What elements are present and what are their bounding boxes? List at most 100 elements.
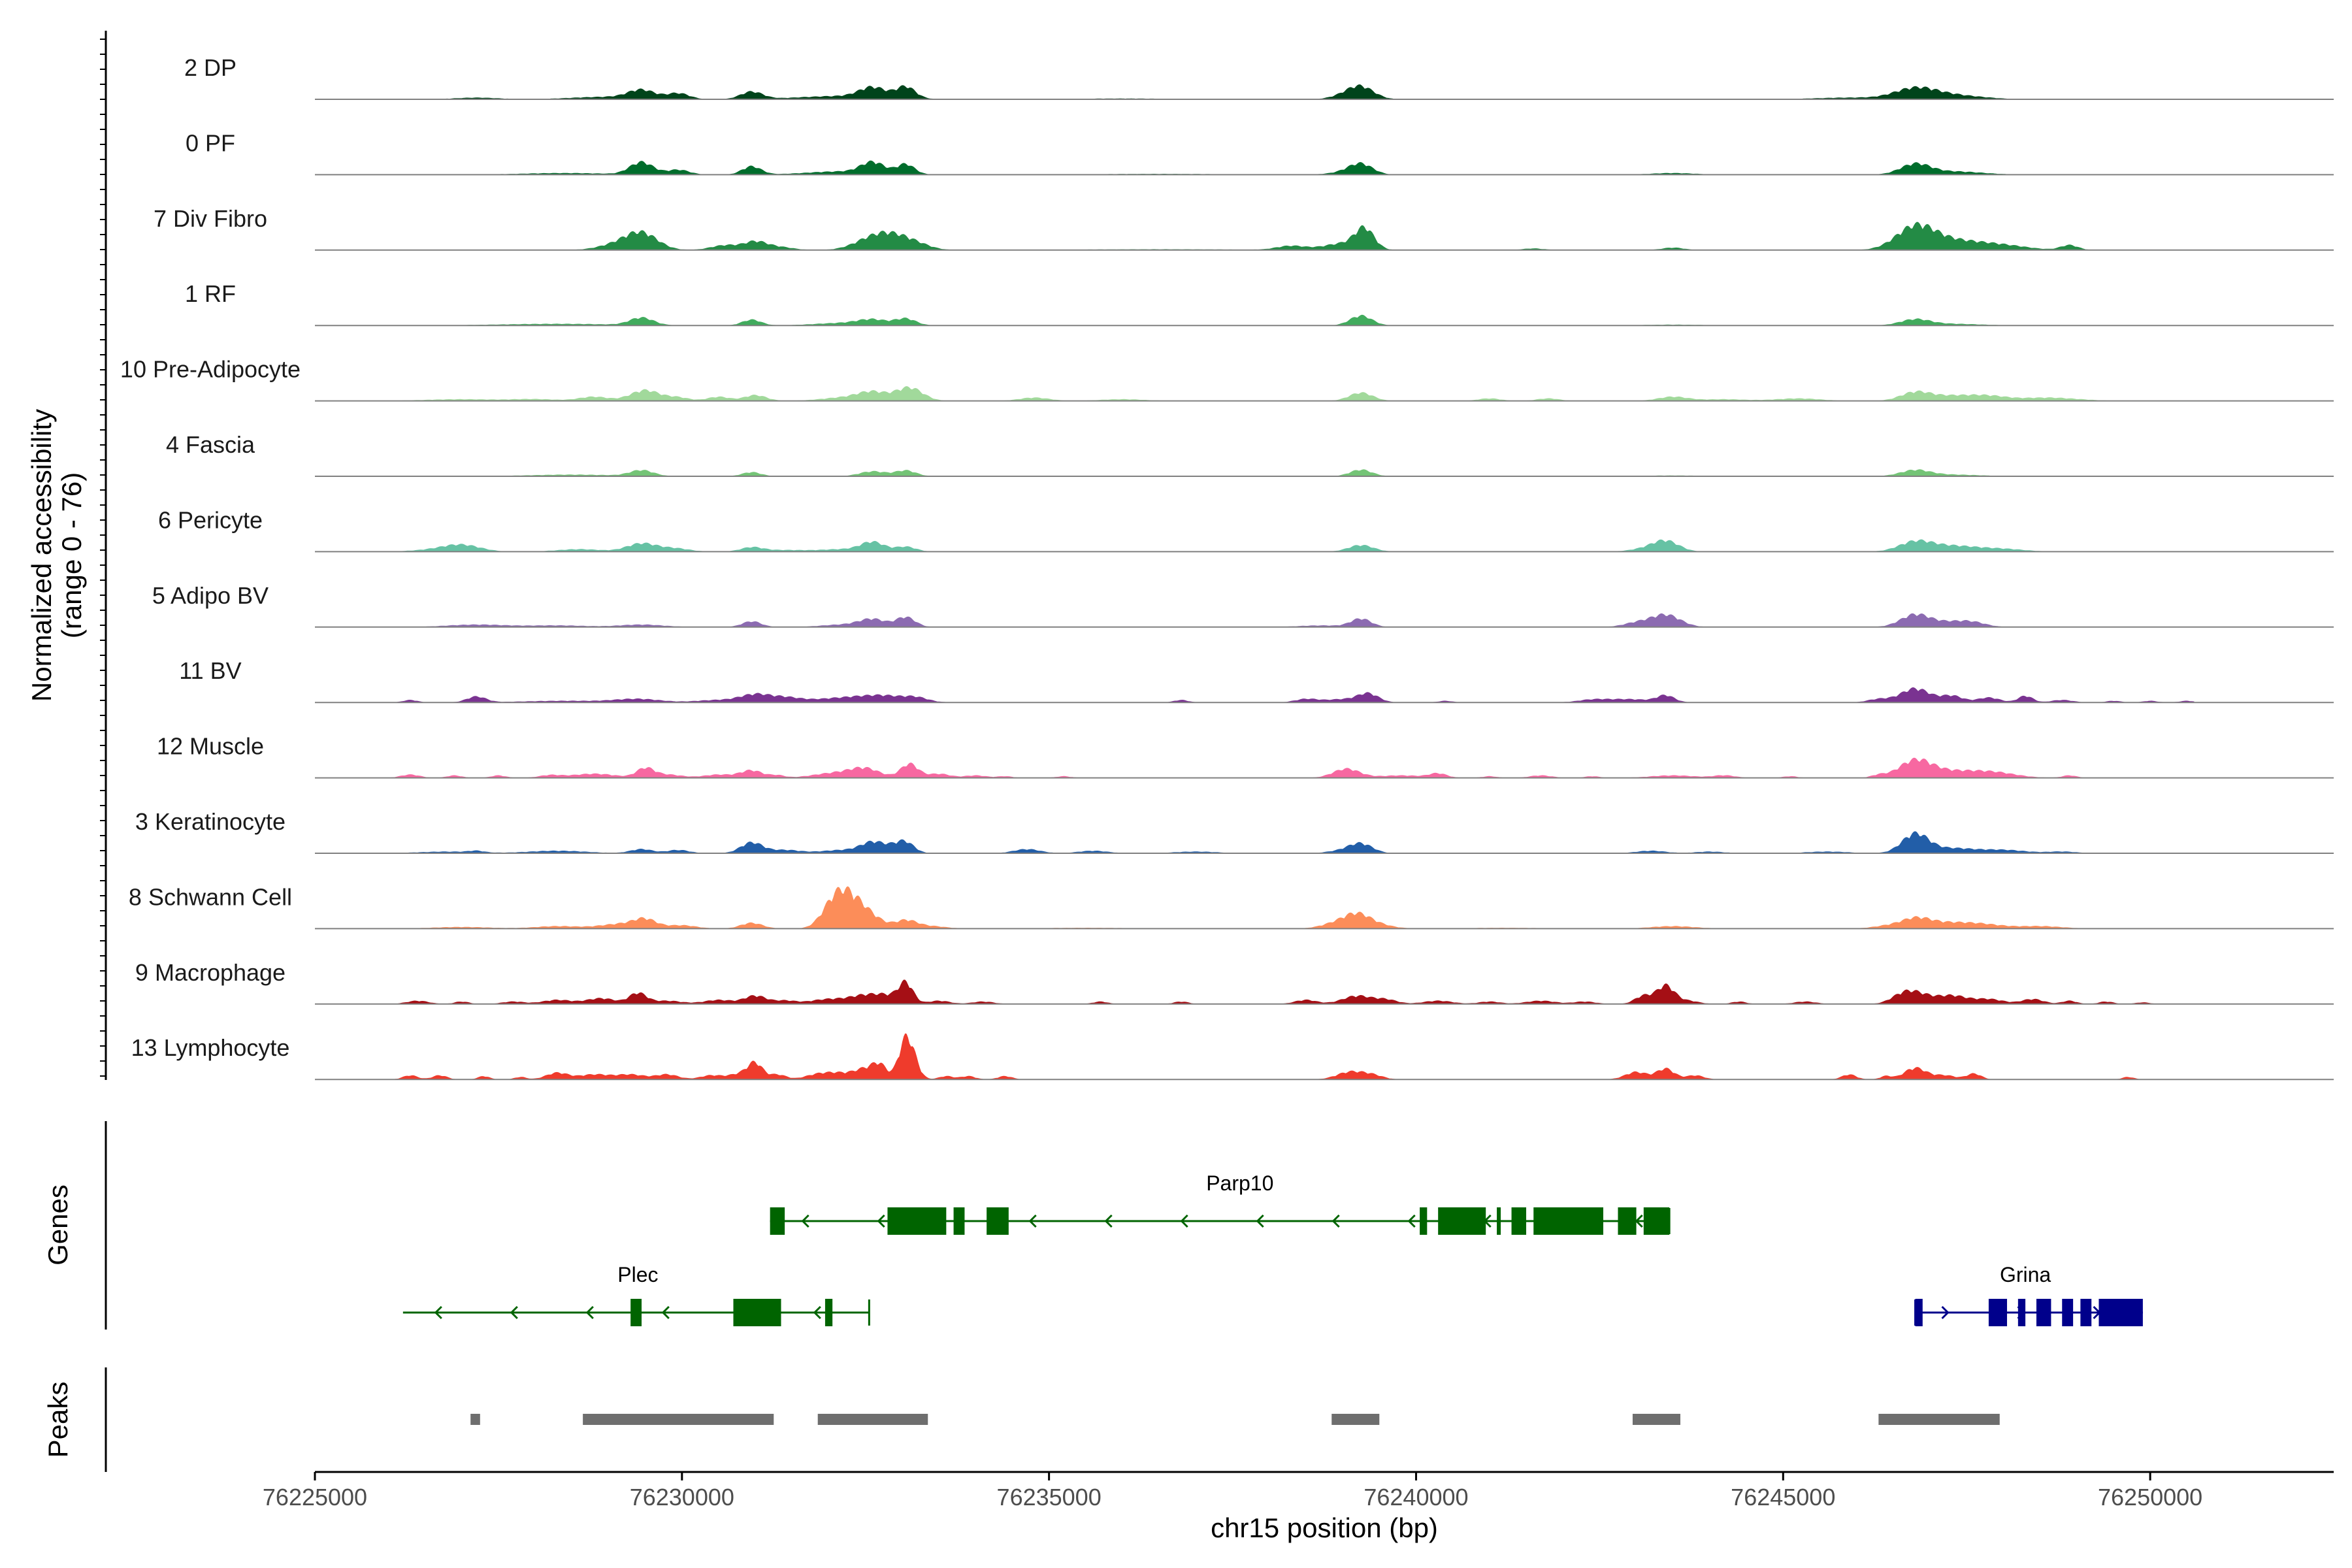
track-signal-area	[373, 386, 2195, 401]
x-tick-label: 76225000	[263, 1484, 367, 1511]
track-label: 10 Pre-Adipocyte	[120, 356, 301, 383]
strand-arrow	[1331, 1214, 1340, 1228]
gene-exon	[1438, 1207, 1486, 1235]
y-axis: Normalized accessibility (range 0 - 76)	[26, 31, 107, 1080]
gene-exon	[1915, 1299, 1923, 1326]
strand-arrow	[801, 1214, 809, 1228]
x-axis-ticks: 76225000 76230000 76235000 76240000 76245000…	[263, 1472, 2202, 1511]
gene-exon	[1533, 1207, 1603, 1235]
gene-grina: Grina	[1914, 1263, 2143, 1326]
gene-exon	[1618, 1207, 1637, 1235]
gene-exon	[887, 1207, 947, 1235]
track-label: 0 PF	[186, 129, 235, 156]
gene-exon	[733, 1299, 781, 1326]
accessibility-tracks: 2 DP 0 PF 7 Div Fibro 1 RF 10 Pre-Adipocyte 4…	[120, 54, 2334, 1081]
peak-region	[1331, 1414, 1380, 1425]
x-tick-label: 76245000	[1731, 1484, 1835, 1511]
peak-region	[817, 1414, 928, 1425]
strand-arrow	[1104, 1214, 1113, 1228]
track-label: 12 Muscle	[157, 733, 264, 760]
gene-exon	[1497, 1207, 1501, 1235]
gene-exon	[2099, 1299, 2143, 1326]
track-6: 6 Pericyte	[158, 506, 2334, 553]
track-label: 7 Div Fibro	[154, 205, 267, 232]
gene-exon	[630, 1299, 642, 1326]
strand-arrow	[1407, 1214, 1416, 1228]
gene-exon	[1643, 1207, 1670, 1235]
gene-exon	[825, 1299, 833, 1326]
x-tick-label: 76230000	[630, 1484, 734, 1511]
y-axis-ticks	[100, 39, 106, 1077]
track-label: 2 DP	[184, 54, 237, 81]
gene-exon	[987, 1207, 1009, 1235]
track-signal-area	[373, 84, 2195, 99]
strand-arrow	[510, 1305, 518, 1320]
strand-arrow	[585, 1305, 594, 1320]
strand-arrow	[877, 1214, 885, 1228]
strand-arrow	[661, 1305, 670, 1320]
x-tick-label: 76250000	[2098, 1484, 2202, 1511]
peaks-panel-title: Peaks	[42, 1382, 73, 1458]
strand-arrow	[1256, 1214, 1264, 1228]
strand-arrow	[1941, 1305, 1950, 1320]
track-11: 8 Schwann Cell	[129, 883, 2334, 930]
gene-exon	[2036, 1299, 2051, 1326]
strand-arrow	[813, 1305, 821, 1320]
track-label: 6 Pericyte	[158, 506, 263, 533]
track-12: 9 Macrophage	[135, 959, 2334, 1005]
gene-exon	[2062, 1299, 2074, 1326]
gene-exon	[1988, 1299, 2007, 1326]
peak-region	[1632, 1414, 1680, 1425]
gene-label: Grina	[2000, 1263, 2051, 1286]
peaks-panel: Peaks	[42, 1367, 2000, 1472]
gene-plec: Plec	[402, 1263, 870, 1326]
track-label: 11 BV	[179, 657, 241, 684]
strand-arrow	[1028, 1214, 1037, 1228]
peak-region	[583, 1414, 774, 1425]
track-signal-area	[373, 1033, 2195, 1080]
track-label: 3 Keratinocyte	[135, 808, 286, 835]
gene-exon	[2080, 1299, 2092, 1326]
gene-label: Parp10	[1206, 1171, 1273, 1195]
track-signal-area	[373, 886, 2195, 929]
y-axis-title: Normalized accessibility	[26, 409, 57, 702]
genes-panel-title: Genes	[42, 1184, 73, 1266]
track-3: 1 RF	[185, 280, 2334, 327]
y-axis-range: (range 0 - 76)	[56, 472, 87, 638]
track-signal-area	[373, 831, 2195, 853]
peak-region	[470, 1414, 480, 1425]
gene-exon	[770, 1207, 785, 1235]
track-4: 10 Pre-Adipocyte	[120, 356, 2334, 402]
x-axis-title: chr15 position (bp)	[1211, 1512, 1438, 1543]
track-label: 8 Schwann Cell	[129, 883, 292, 910]
x-axis: 76225000 76230000 76235000 76240000 76245000…	[263, 1471, 2334, 1543]
strand-arrow	[1180, 1214, 1188, 1228]
gene-exon	[2017, 1299, 2026, 1326]
track-7: 5 Adipo BV	[152, 582, 2334, 628]
peak-region	[1878, 1414, 2000, 1425]
gene-parp10: Parp10	[770, 1171, 1671, 1235]
track-8: 11 BV	[179, 657, 2334, 704]
x-tick-label: 76235000	[997, 1484, 1102, 1511]
track-label: 5 Adipo BV	[152, 582, 269, 609]
track-signal-area	[373, 613, 2195, 627]
track-signal-area	[373, 687, 2195, 703]
track-signal-area	[373, 469, 2195, 476]
track-label: 4 Fascia	[166, 431, 255, 458]
track-10: 3 Keratinocyte	[135, 808, 2334, 854]
track-signal-area	[373, 979, 2195, 1004]
track-signal-area	[373, 314, 2195, 326]
track-0: 2 DP	[184, 54, 2334, 100]
gene-exon	[1511, 1207, 1526, 1235]
gene-models: Parp10 Plec Grina	[402, 1171, 2143, 1326]
track-signal-area	[373, 221, 2195, 250]
gene-label: Plec	[617, 1263, 658, 1286]
gene-exon	[953, 1207, 965, 1235]
track-9: 12 Muscle	[157, 733, 2334, 779]
peak-regions	[470, 1414, 2000, 1425]
strand-arrow	[1635, 1214, 1643, 1228]
x-tick-label: 76240000	[1364, 1484, 1468, 1511]
track-label: 13 Lymphocyte	[131, 1034, 290, 1061]
strand-arrow	[434, 1305, 442, 1320]
